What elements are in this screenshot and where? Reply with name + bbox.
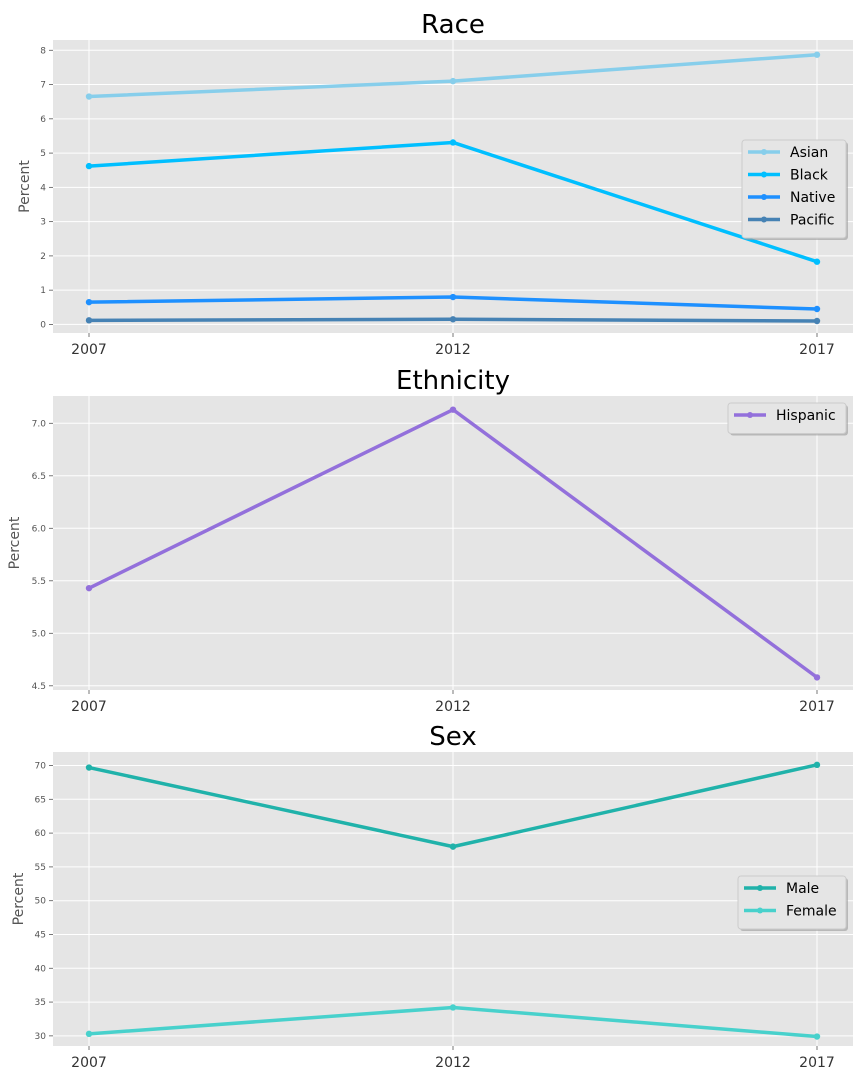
legend-marker <box>757 885 763 891</box>
legend: Asian Black Native Pacific <box>741 139 848 240</box>
y-tick-label: 1 <box>40 286 46 296</box>
legend: Male Female <box>737 875 848 931</box>
data-point-black <box>813 258 821 265</box>
legend-box <box>727 402 847 434</box>
x-tick-label: 2012 <box>435 342 471 358</box>
y-tick-label: 50 <box>35 897 47 907</box>
y-tick-label: 35 <box>35 998 46 1008</box>
data-point-male <box>813 761 821 769</box>
x-tick-label: 2007 <box>71 1055 107 1071</box>
y-tick-label: 65 <box>35 795 46 805</box>
data-point-female <box>85 1030 93 1038</box>
legend-marker <box>757 907 763 914</box>
data-point-asian <box>449 77 457 85</box>
legend-label: Hispanic <box>776 408 836 424</box>
y-tick-label: 0 <box>40 320 46 330</box>
y-tick-label: 6.0 <box>32 524 47 534</box>
legend-label: Asian <box>790 145 828 161</box>
y-tick-label: 8 <box>40 46 46 56</box>
y-tick-label: 7 <box>40 81 46 91</box>
y-tick-label: 70 <box>35 762 47 772</box>
chart-title: Ethnicity <box>396 366 510 396</box>
legend: Hispanic <box>727 402 848 436</box>
data-point-pacific <box>813 317 821 325</box>
data-point-hispanic <box>85 584 93 592</box>
legend-marker <box>747 412 753 418</box>
data-point-male <box>85 764 93 771</box>
legend-label: Pacific <box>790 213 835 229</box>
y-axis-label: Percent <box>11 872 27 925</box>
y-tick-label: 3 <box>40 218 46 228</box>
data-point-hispanic <box>813 674 821 681</box>
data-point-hispanic <box>449 406 457 413</box>
y-tick-label: 40 <box>35 964 47 974</box>
chart-panel-0: 0 1 2 3 4 5 6 7 8 2007 2012 2017 Race Percent Asian Bla… <box>17 10 853 358</box>
chart-title: Race <box>421 10 485 40</box>
y-tick-label: 4.5 <box>32 682 46 692</box>
y-tick-label: 2 <box>40 252 46 262</box>
y-tick-label: 6 <box>40 115 46 125</box>
legend-label: Female <box>786 904 837 920</box>
legend-marker <box>761 216 767 223</box>
x-tick-label: 2012 <box>435 1055 471 1071</box>
legend-label: Male <box>786 881 819 897</box>
legend-marker <box>761 171 767 178</box>
data-point-female <box>813 1033 821 1040</box>
data-point-native <box>449 293 457 301</box>
data-point-pacific <box>85 317 93 324</box>
legend-marker <box>761 194 767 200</box>
data-point-asian <box>813 51 821 58</box>
y-tick-label: 60 <box>35 829 47 839</box>
data-point-native <box>813 305 821 313</box>
x-tick-label: 2017 <box>799 699 835 715</box>
y-tick-label: 6.5 <box>32 472 46 482</box>
legend-label: Native <box>790 190 835 206</box>
data-point-male <box>449 843 457 850</box>
y-tick-label: 7.0 <box>32 419 47 429</box>
chart-panel-2: 30 35 40 45 50 55 60 65 70 2007 2012 2017 Sex Percent… <box>11 722 853 1071</box>
y-axis-label: Percent <box>17 160 33 213</box>
data-point-black <box>449 139 457 146</box>
legend-marker <box>761 149 767 155</box>
x-tick-label: 2017 <box>799 1055 835 1071</box>
y-tick-label: 55 <box>35 863 46 873</box>
legend-box <box>741 139 847 239</box>
data-point-asian <box>85 93 93 100</box>
y-tick-label: 45 <box>35 930 46 940</box>
y-axis-label: Percent <box>7 516 23 569</box>
data-point-female <box>449 1004 457 1011</box>
data-point-native <box>85 298 93 306</box>
y-tick-label: 5.0 <box>32 629 47 639</box>
x-tick-label: 2007 <box>71 342 107 358</box>
legend-label: Black <box>790 168 829 184</box>
data-point-black <box>85 162 93 170</box>
x-tick-label: 2007 <box>71 699 107 715</box>
chart-title: Sex <box>429 722 476 752</box>
data-point-pacific <box>449 316 457 323</box>
y-tick-label: 4 <box>40 183 46 193</box>
y-tick-label: 5 <box>40 149 46 159</box>
chart-panel-1: 4.5 5.0 5.5 6.0 6.5 7.0 2007 2012 2017 Ethnicity P… <box>7 366 853 715</box>
y-tick-label: 30 <box>35 1032 47 1042</box>
x-tick-label: 2012 <box>435 699 471 715</box>
y-tick-label: 5.5 <box>32 577 46 587</box>
x-tick-label: 2017 <box>799 342 835 358</box>
